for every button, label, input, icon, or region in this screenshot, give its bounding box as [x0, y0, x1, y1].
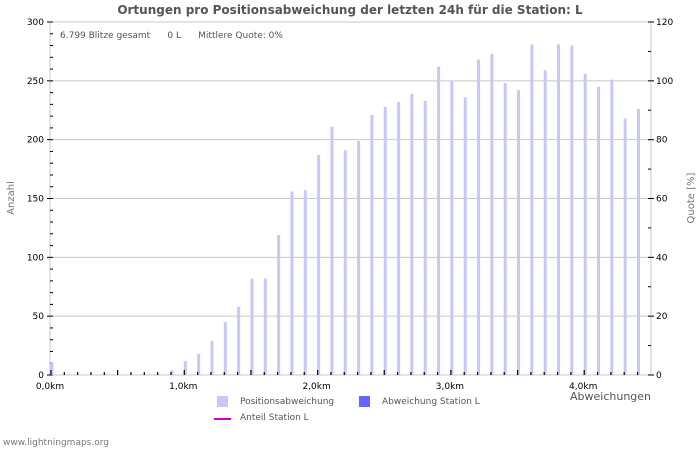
bar-positions [637, 109, 641, 375]
bar-positions [383, 106, 387, 375]
bar-positions [610, 79, 614, 375]
y2-tick-label: 100 [656, 77, 673, 87]
bar-positions [570, 45, 574, 376]
bar-positions [517, 90, 521, 375]
bar-positions [223, 322, 227, 375]
bar-positions [170, 370, 174, 375]
legend-line-share [214, 418, 231, 420]
bar-positions [290, 191, 294, 375]
station-count: 0 L [167, 31, 181, 41]
bar-positions [530, 44, 534, 376]
y-tick-label: 200 [27, 136, 44, 146]
y2-tick-label: 40 [656, 253, 668, 263]
legend-label-share: Anteil Station L [240, 413, 309, 423]
bar-positions [477, 59, 481, 376]
bar-positions [357, 140, 361, 375]
bar-positions [623, 118, 627, 375]
bar-positions [543, 70, 547, 375]
y2-tick-label: 20 [656, 312, 668, 322]
y-axis-title: Anzahl [6, 181, 17, 215]
bar-positions [410, 93, 414, 375]
bar-positions [250, 278, 254, 375]
bar-positions [450, 80, 454, 375]
y-tick-label: 300 [27, 18, 44, 28]
chart-title: Ortungen pro Positionsabweichung der let… [117, 3, 583, 17]
bar-positions [263, 278, 267, 375]
bar-positions [343, 150, 347, 375]
mean-quote: Mittlere Quote: 0% [198, 31, 283, 41]
bar-positions [277, 234, 281, 375]
bar-positions [330, 126, 334, 376]
legend-label-positions: Positionsabweichung [240, 397, 335, 407]
y2-tick-label: 0 [656, 371, 662, 381]
x-tick-label: 0,0km [36, 382, 64, 392]
y-tick-label: 250 [27, 77, 44, 87]
y2-tick-label: 80 [656, 136, 668, 146]
legend-swatch-positions [217, 396, 228, 407]
bar-positions [370, 114, 374, 375]
y2-tick-label: 60 [656, 195, 668, 205]
bar-positions [397, 102, 401, 375]
bar-positions [597, 86, 601, 375]
bar-positions [437, 66, 441, 376]
y2-tick-label: 120 [656, 18, 673, 28]
y-tick-label: 100 [27, 253, 44, 263]
stats-line: 6.799 Blitze gesamt 0 L Mittlere Quote: … [60, 31, 283, 41]
footer-link[interactable]: www.lightningmaps.org [3, 438, 109, 448]
x-tick-label: 3,0km [436, 382, 464, 392]
total-count: 6.799 Blitze gesamt [60, 31, 151, 41]
y-tick-label: 50 [33, 312, 45, 322]
legend-label-station: Abweichung Station L [382, 397, 480, 407]
bar-positions [303, 190, 307, 375]
bar-positions [210, 340, 214, 375]
y2-axis-title: Quote [%] [686, 172, 697, 223]
x-axis-title: Abweichungen [570, 390, 652, 403]
y-tick-label: 0 [38, 371, 44, 381]
x-tick-label: 4,0km [569, 382, 597, 392]
bar-positions [503, 83, 507, 375]
bar-positions [103, 373, 107, 375]
bar-positions [557, 44, 561, 376]
bar-positions [583, 73, 587, 376]
legend-swatch-station [359, 396, 370, 407]
bar-positions [463, 97, 467, 375]
bar-positions [157, 373, 161, 375]
y-tick-label: 150 [27, 195, 44, 205]
bar-positions [183, 360, 187, 375]
x-tick-label: 2,0km [302, 382, 330, 392]
bar-positions [237, 306, 241, 375]
x-tick-label: 1,0km [169, 382, 197, 392]
bar-positions [317, 154, 321, 375]
bar-positions [197, 353, 201, 375]
bar-positions [50, 362, 54, 375]
bar-positions [423, 100, 427, 375]
bar-positions [490, 53, 494, 376]
